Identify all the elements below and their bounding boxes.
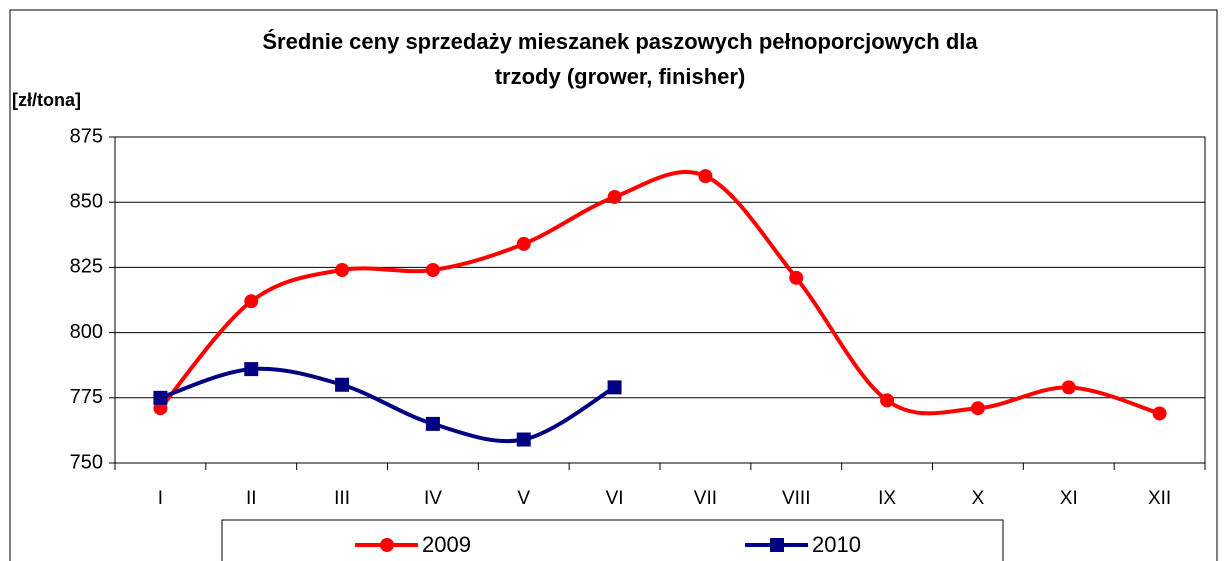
x-tick-label: III — [334, 488, 350, 509]
chart-frame — [9, 9, 1218, 561]
marker — [970, 401, 985, 416]
marker — [880, 393, 895, 408]
y-tick-label: 800 — [70, 321, 103, 343]
y-tick-label: 825 — [70, 256, 103, 278]
marker — [698, 169, 713, 184]
x-tick-label: IX — [878, 488, 896, 509]
y-tick-label: 850 — [70, 190, 103, 212]
y-tick-label: 775 — [70, 386, 103, 408]
x-tick-label: I — [158, 488, 163, 509]
marker — [607, 380, 622, 395]
chart-title: trzody (grower, finisher) — [495, 64, 746, 89]
marker — [516, 236, 531, 251]
marker — [244, 294, 259, 309]
marker — [153, 390, 168, 405]
marker — [789, 270, 804, 285]
legend-box — [221, 519, 1004, 561]
marker — [244, 362, 259, 377]
x-tick-label: V — [517, 488, 530, 509]
y-axis-label: [zł/tona] — [12, 90, 81, 110]
x-tick-label: VII — [694, 488, 717, 509]
marker — [1061, 380, 1076, 395]
x-tick-label: XII — [1148, 488, 1171, 509]
chart-title: Średnie ceny sprzedaży mieszanek paszowy… — [262, 29, 978, 54]
x-tick-label: II — [246, 488, 257, 509]
marker — [335, 263, 350, 278]
legend-marker — [380, 538, 394, 552]
x-tick-label: XI — [1060, 488, 1078, 509]
x-tick-label: VI — [606, 488, 624, 509]
marker — [425, 263, 440, 278]
marker — [607, 189, 622, 204]
legend-label: 2010 — [812, 532, 861, 557]
x-tick-label: X — [972, 488, 985, 509]
legend-marker — [770, 538, 784, 552]
y-tick-label: 750 — [70, 451, 103, 473]
x-tick-label: IV — [424, 488, 442, 509]
y-tick-label: 875 — [70, 125, 103, 147]
marker — [516, 432, 531, 447]
marker — [425, 416, 440, 431]
legend-label: 2009 — [422, 532, 471, 557]
x-tick-label: VIII — [782, 488, 811, 509]
marker — [1152, 406, 1167, 421]
marker — [335, 377, 350, 392]
